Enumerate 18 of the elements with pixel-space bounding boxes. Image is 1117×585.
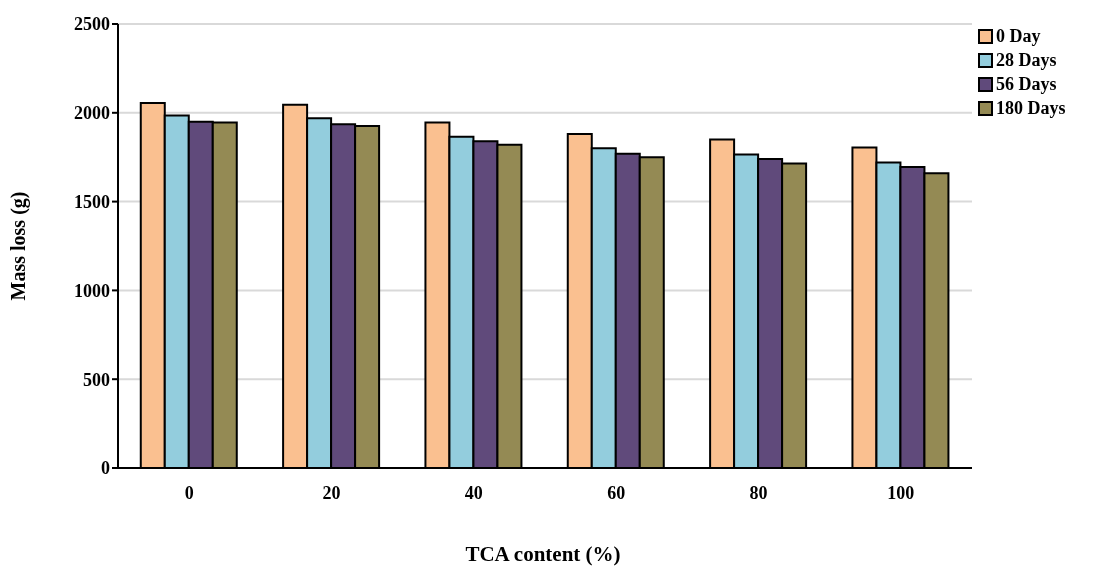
y-tick-label: 0 [101, 458, 110, 479]
y-tick-label: 2500 [74, 14, 110, 35]
y-tick-label: 1000 [74, 280, 110, 301]
x-tick-label: 0 [184, 482, 194, 503]
x-tick-label: 100 [887, 482, 915, 503]
y-axis-title: Mass loss (g) [7, 191, 31, 301]
y-tick-label: 500 [83, 369, 110, 390]
legend-label: 56 Days [995, 73, 1058, 96]
x-tick-label: 40 [464, 482, 483, 503]
x-tick-label: 80 [749, 482, 768, 503]
x-tick-label: 20 [322, 482, 341, 503]
legend-label: 0 Day [995, 25, 1042, 48]
y-tick-label: 1500 [74, 191, 110, 212]
legend-label: 28 Days [995, 49, 1058, 72]
legend-label: 180 Days [995, 97, 1067, 120]
x-axis-title: TCA content (%) [464, 542, 622, 567]
y-tick-label: 2000 [74, 103, 110, 124]
x-tick-label: 60 [607, 482, 626, 503]
